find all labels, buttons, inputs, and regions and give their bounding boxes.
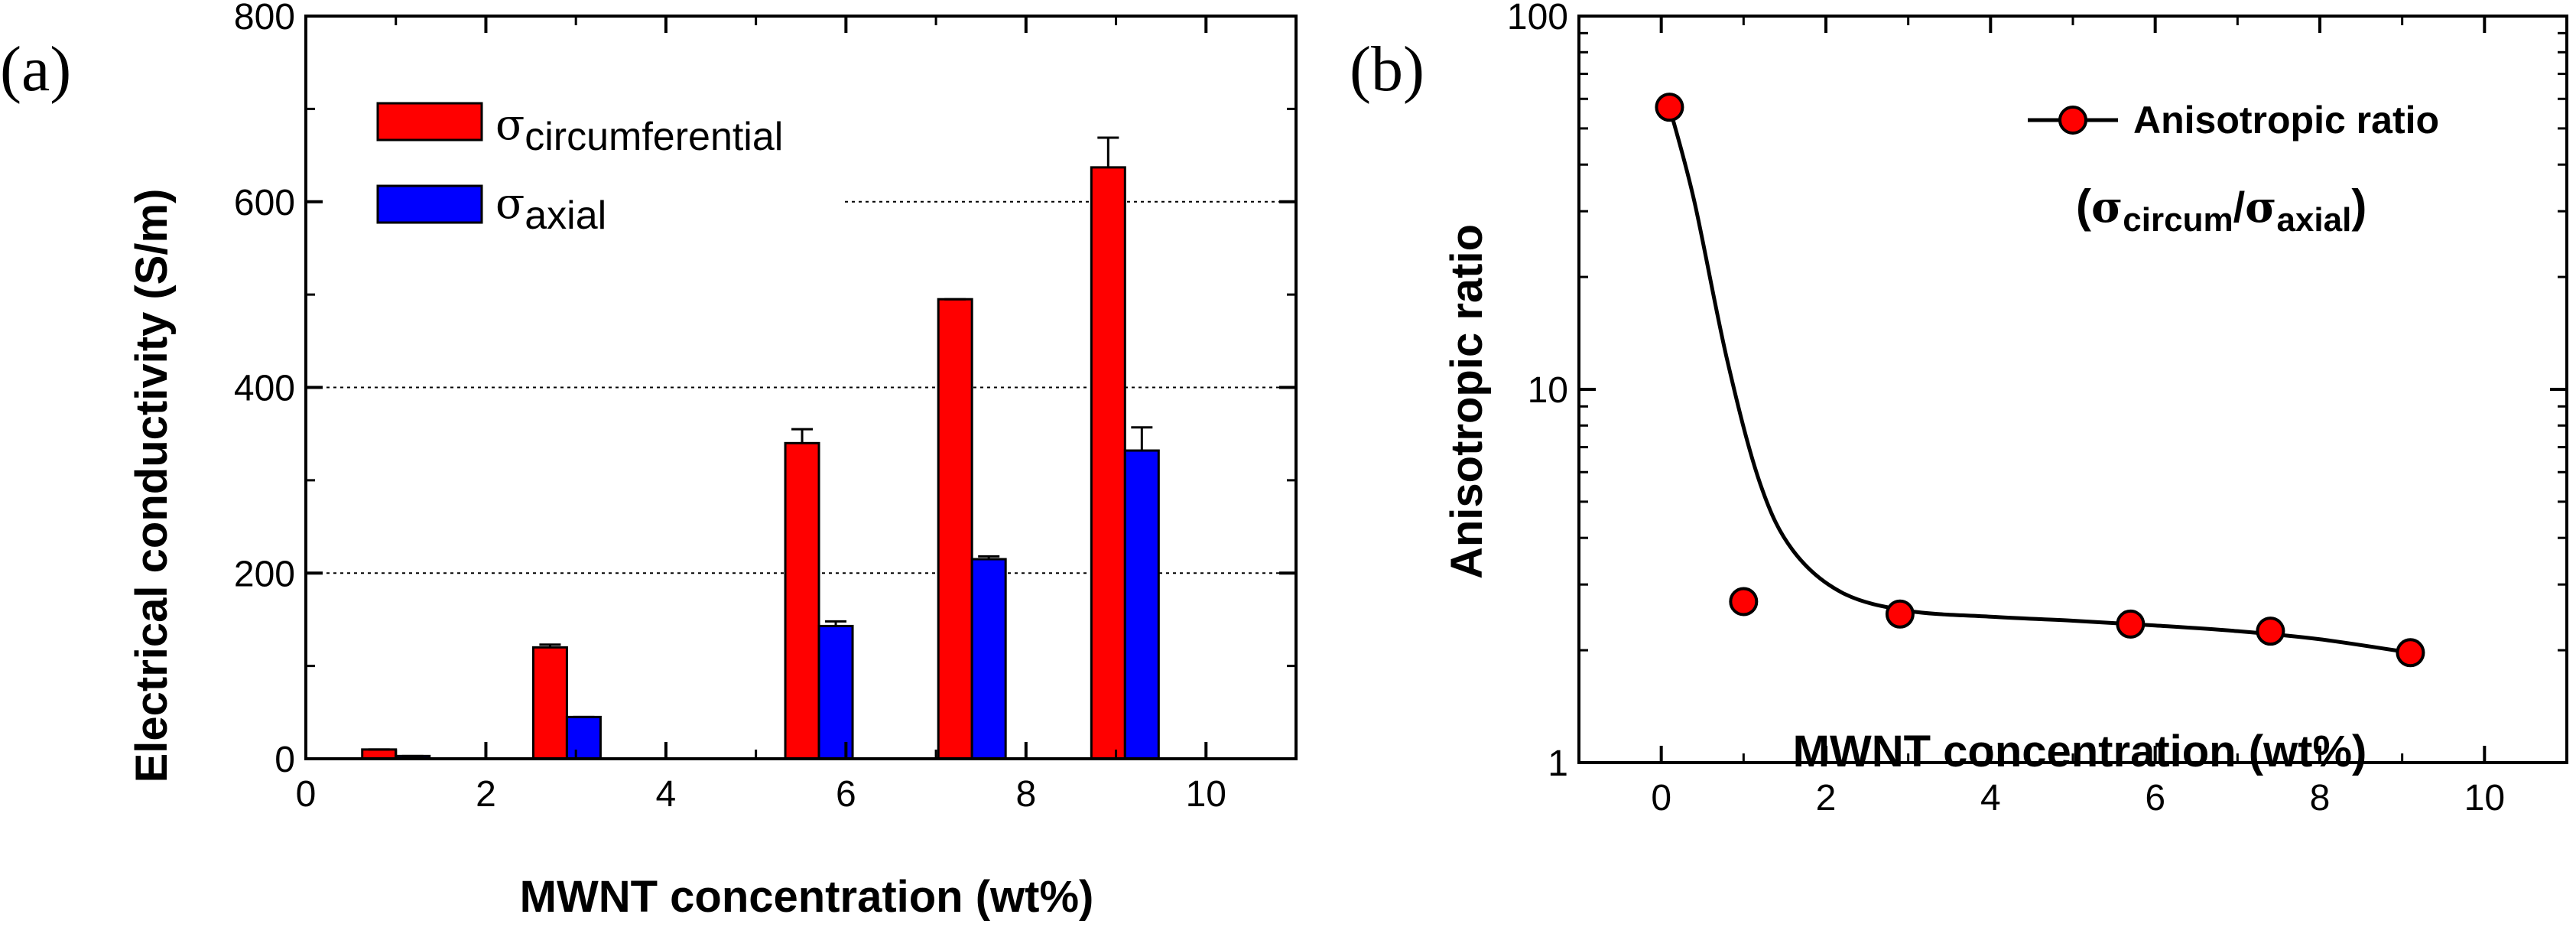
bar-circumferential bbox=[784, 441, 820, 760]
bar-circumferential bbox=[937, 298, 973, 760]
a-legend: σcircumferential σaxial bbox=[376, 100, 783, 238]
a-x-tick-label: 4 bbox=[656, 774, 677, 815]
a-x-tick-label: 8 bbox=[1015, 774, 1036, 815]
b-y-tick-label: 100 bbox=[1507, 0, 1568, 37]
a-axis-ticks bbox=[304, 15, 1296, 760]
a-error-bars bbox=[368, 136, 1153, 757]
a-x-tick-label: 0 bbox=[296, 774, 317, 815]
a-y-tick-label: 400 bbox=[234, 369, 295, 409]
b-x-tick-label: 0 bbox=[1651, 778, 1671, 818]
data-point bbox=[1655, 93, 1684, 122]
b-x-tick-labels: 0 2 4 6 8 10 bbox=[1651, 778, 2505, 818]
a-y-tick-label: 200 bbox=[234, 554, 295, 594]
bar-circumferential bbox=[531, 646, 568, 760]
bar-axial bbox=[970, 558, 1007, 760]
bar-axial bbox=[1123, 449, 1160, 760]
a-bars bbox=[361, 166, 1160, 760]
data-point bbox=[1729, 587, 1759, 617]
a-y-axis-title: Electrical conductivity (S/m) bbox=[127, 189, 177, 783]
a-x-tick-label: 2 bbox=[476, 774, 496, 815]
b-x-tick-label: 2 bbox=[1816, 778, 1837, 818]
b-x-tick-label: 4 bbox=[1980, 778, 2001, 818]
b-fit-curve bbox=[1668, 106, 2411, 655]
bar-axial bbox=[817, 624, 854, 760]
b-x-axis-title: MWNT concentration (wt%) bbox=[1793, 727, 2367, 776]
a-y-tick-label: 0 bbox=[274, 740, 295, 780]
b-ratio-annotation: (σcircum/σaxial) bbox=[2076, 181, 2366, 239]
legend-label-anisotropic-ratio: Anisotropic ratio bbox=[2133, 99, 2439, 142]
a-y-tick-label: 600 bbox=[234, 183, 295, 223]
a-y-tick-labels: 0 200 400 600 800 bbox=[234, 0, 295, 780]
a-y-tick-label: 800 bbox=[234, 0, 295, 37]
a-x-tick-labels: 0 2 4 6 8 10 bbox=[296, 774, 1226, 815]
b-y-axis-title: Anisotropic ratio bbox=[1442, 224, 1492, 579]
a-x-axis-title: MWNT concentration (wt%) bbox=[520, 872, 1094, 922]
b-legend: Anisotropic ratio (σcircum/σaxial) bbox=[2028, 99, 2439, 239]
legend-label-axial: σaxial bbox=[495, 179, 606, 238]
bar-circumferential bbox=[1090, 166, 1126, 760]
data-point bbox=[2116, 609, 2146, 639]
a-x-tick-label: 10 bbox=[1186, 774, 1226, 815]
b-y-tick-labels: 1 10 100 bbox=[1507, 0, 1568, 784]
panel-a-chart: 0 2 4 6 8 10 0 200 400 600 800 MWNT concentration… bbox=[127, 0, 1298, 922]
legend-marker-icon bbox=[2058, 106, 2087, 135]
b-data-points bbox=[1655, 93, 2425, 668]
data-point bbox=[1885, 599, 1915, 629]
panel-a-label: (a) bbox=[0, 34, 71, 105]
data-point bbox=[2396, 638, 2425, 668]
b-x-tick-label: 8 bbox=[2310, 778, 2331, 818]
b-axis-ticks bbox=[1577, 15, 2568, 764]
legend-label-circumferential: σcircumferential bbox=[495, 100, 783, 159]
data-point bbox=[2256, 617, 2285, 646]
b-y-tick-label: 1 bbox=[1548, 743, 1568, 784]
panel-b-label: (b) bbox=[1350, 34, 1424, 105]
b-x-tick-label: 10 bbox=[2464, 778, 2505, 818]
b-x-tick-label: 6 bbox=[2145, 778, 2165, 818]
legend-swatch-axial bbox=[376, 184, 483, 224]
a-x-tick-label: 6 bbox=[836, 774, 856, 815]
bar-axial bbox=[565, 715, 602, 760]
legend-swatch-circumferential bbox=[376, 102, 483, 142]
b-y-tick-label: 10 bbox=[1528, 370, 1568, 411]
